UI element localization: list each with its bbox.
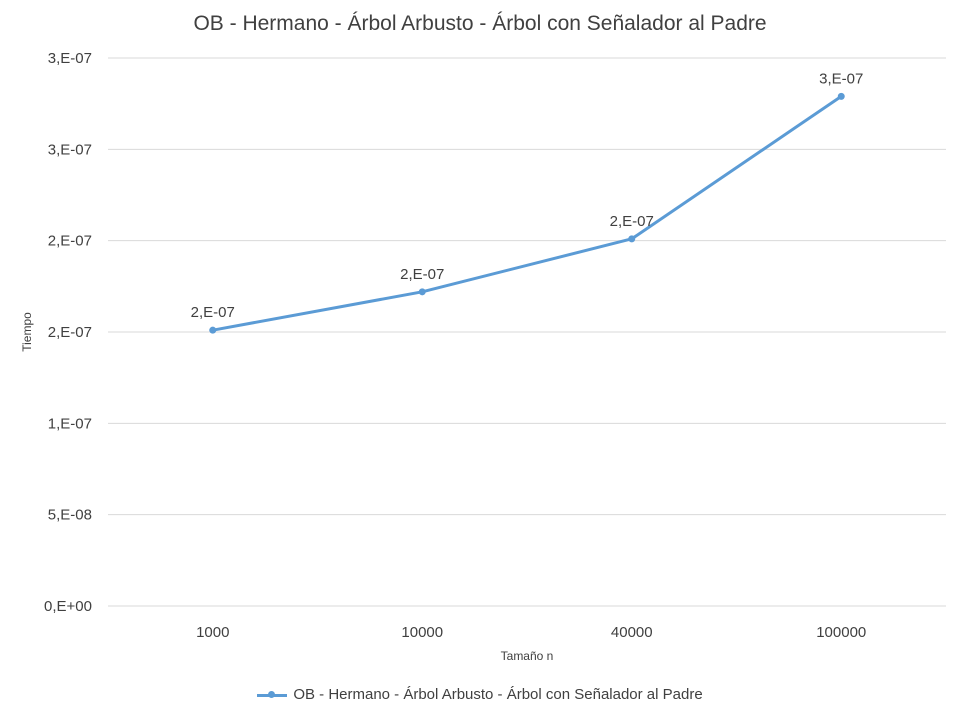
y-tick-label: 1,E-07: [48, 415, 92, 432]
data-labels: 2,E-07 2,E-07 2,E-07 3,E-07: [191, 70, 864, 321]
legend-line-marker-icon: [257, 689, 288, 701]
y-tick-label: 5,E-08: [48, 507, 92, 524]
y-tick-label: 3,E-07: [48, 50, 92, 67]
data-point: [628, 235, 636, 243]
data-point: [418, 288, 426, 296]
chart-title: OB - Hermano - Árbol Arbusto - Árbol con…: [193, 12, 767, 35]
y-tick-label: 0,E+00: [44, 598, 92, 615]
series-line: [211, 94, 843, 332]
data-point: [209, 326, 217, 334]
y-tick-label: 2,E-07: [48, 233, 92, 250]
data-point: [837, 92, 845, 100]
x-tick-label: 100000: [816, 624, 866, 641]
y-tick-label: 2,E-07: [48, 324, 92, 341]
data-label: 2,E-07: [400, 266, 444, 283]
y-tick-label: 3,E-07: [48, 141, 92, 158]
data-label: 2,E-07: [610, 213, 654, 230]
x-tick-label: 1000: [196, 624, 229, 641]
legend-item: OB - Hermano - Árbol Arbusto - Árbol con…: [257, 686, 703, 703]
y-axis: 0,E+00 5,E-08 1,E-07 2,E-07 2,E-07 3,E-07 3,E-…: [44, 50, 92, 615]
x-axis-title: Tamaño n: [501, 649, 554, 663]
data-label: 3,E-07: [819, 70, 863, 87]
series: [209, 92, 845, 334]
legend: OB - Hermano - Árbol Arbusto - Árbol con…: [0, 686, 960, 705]
y-axis-title: Tiempo: [20, 312, 34, 352]
legend-label: OB - Hermano - Árbol Arbusto - Árbol con…: [293, 686, 703, 703]
data-label: 2,E-07: [191, 304, 235, 321]
gridlines: [108, 57, 946, 607]
x-tick-label: 40000: [611, 624, 653, 641]
x-axis: 1000 10000 40000 100000: [196, 624, 866, 641]
x-tick-label: 10000: [401, 624, 443, 641]
